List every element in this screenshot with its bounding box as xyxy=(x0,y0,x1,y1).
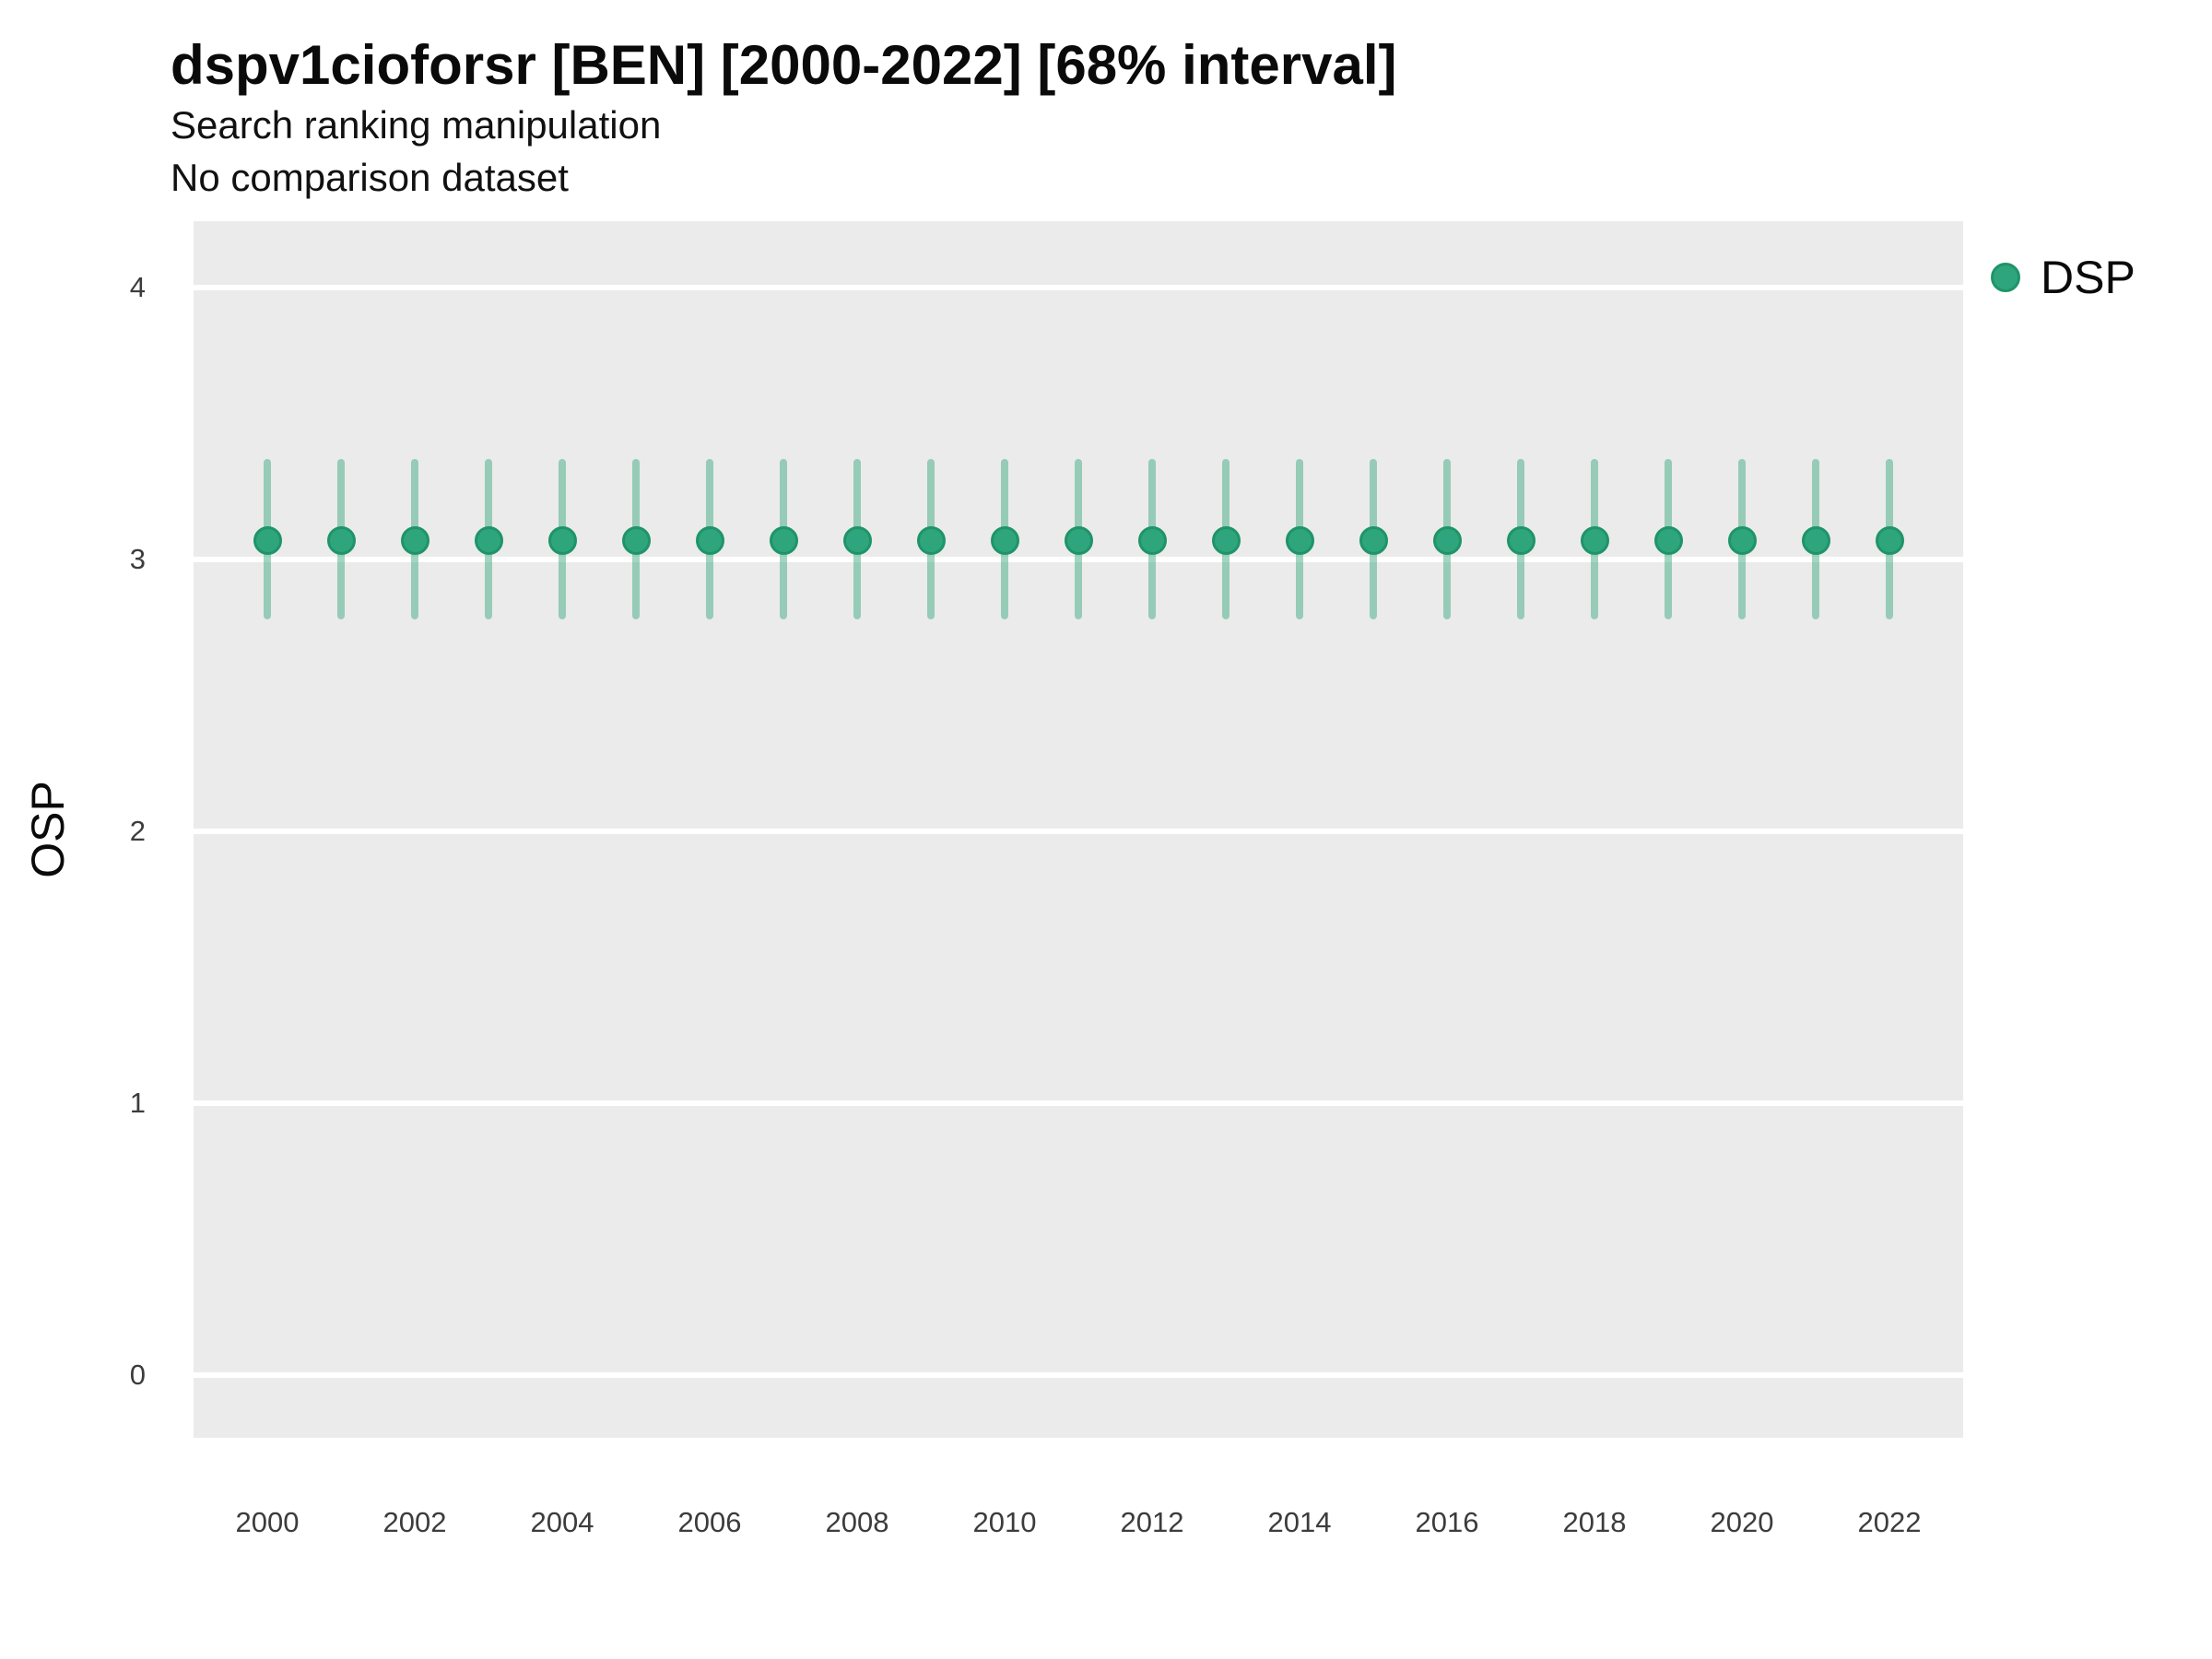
x-tick-label-2016: 2016 xyxy=(1415,1506,1479,1538)
chart-title: dspv1cioforsr [BEN] [2000-2022] [68% int… xyxy=(171,34,1397,96)
chart-subtitle: Search ranking manipulation xyxy=(171,103,662,147)
chart-note: No comparison dataset xyxy=(171,156,569,199)
gridline-y-2 xyxy=(194,829,1963,835)
data-point-2001 xyxy=(326,525,356,555)
x-tick-label-2022: 2022 xyxy=(1857,1506,1922,1538)
data-point-2008 xyxy=(842,525,872,555)
gridline-y-1 xyxy=(194,1100,1963,1107)
gridline-y-0 xyxy=(194,1372,1963,1379)
data-point-2020 xyxy=(1727,525,1757,555)
data-point-2004 xyxy=(547,525,577,555)
data-point-2013 xyxy=(1211,525,1241,555)
x-tick-label-2008: 2008 xyxy=(825,1506,889,1538)
x-tick-label-2020: 2020 xyxy=(1710,1506,1774,1538)
x-tick-label-2006: 2006 xyxy=(677,1506,742,1538)
data-point-2018 xyxy=(1580,525,1609,555)
data-point-2003 xyxy=(474,525,503,555)
data-point-2019 xyxy=(1653,525,1683,555)
x-tick-label-2002: 2002 xyxy=(382,1506,447,1538)
x-tick-label-2012: 2012 xyxy=(1120,1506,1184,1538)
x-tick-label-2014: 2014 xyxy=(1267,1506,1332,1538)
x-tick-label-2018: 2018 xyxy=(1562,1506,1627,1538)
chart-panel xyxy=(194,221,1963,1438)
data-point-2000 xyxy=(253,525,282,555)
legend-point-icon xyxy=(1991,263,2020,292)
data-point-2016 xyxy=(1432,525,1462,555)
data-point-2009 xyxy=(916,525,946,555)
data-point-2021 xyxy=(1801,525,1830,555)
data-point-2005 xyxy=(621,525,651,555)
data-point-2014 xyxy=(1285,525,1314,555)
legend: DSP xyxy=(1991,251,2136,304)
x-tick-label-2004: 2004 xyxy=(530,1506,594,1538)
y-tick-label-1: 1 xyxy=(129,1087,146,1120)
data-point-2017 xyxy=(1506,525,1535,555)
data-point-2012 xyxy=(1137,525,1167,555)
gridline-y-3 xyxy=(194,557,1963,563)
data-point-2015 xyxy=(1359,525,1388,555)
y-tick-label-0: 0 xyxy=(129,1359,146,1392)
data-point-2002 xyxy=(400,525,429,555)
x-tick-label-2000: 2000 xyxy=(235,1506,300,1538)
data-point-2010 xyxy=(990,525,1019,555)
data-point-2022 xyxy=(1875,525,1904,555)
gridline-y-4 xyxy=(194,284,1963,290)
y-tick-label-3: 3 xyxy=(129,543,146,576)
x-tick-label-2010: 2010 xyxy=(972,1506,1037,1538)
data-point-2006 xyxy=(695,525,724,555)
y-tick-label-2: 2 xyxy=(129,815,146,848)
legend-label: DSP xyxy=(2041,252,2136,303)
data-point-2011 xyxy=(1064,525,1093,555)
y-tick-label-4: 4 xyxy=(129,270,146,303)
data-point-2007 xyxy=(769,525,798,555)
